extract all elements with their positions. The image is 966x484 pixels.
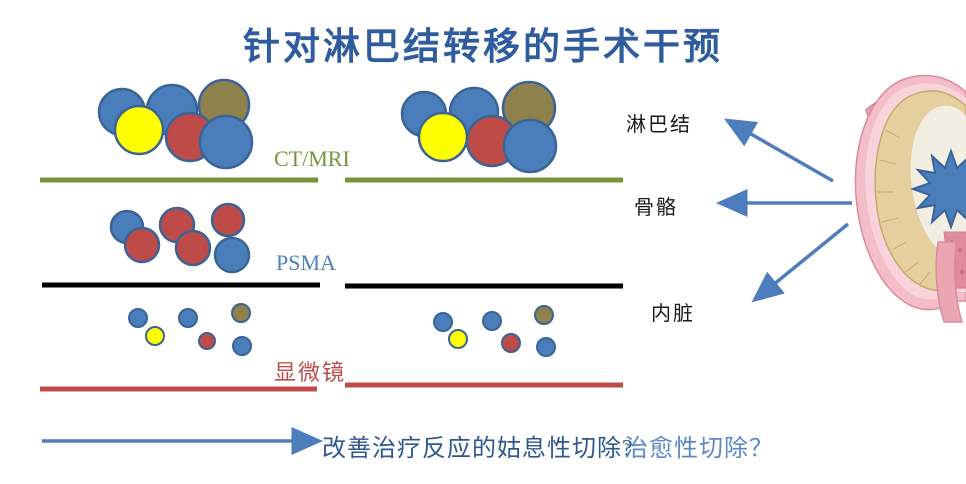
metastasis-node-blue — [502, 118, 558, 174]
microscope-label: 显微镜 — [274, 360, 347, 385]
prostate-illustration — [854, 74, 966, 323]
psma-label: PSMA — [276, 250, 336, 275]
metastasis-node-red — [210, 202, 246, 238]
arrow-to-lymph-node — [723, 118, 834, 183]
cluster-lymph-right — [400, 80, 558, 174]
metastasis-node-yellow — [145, 326, 165, 346]
metastasis-node-blue — [433, 312, 453, 332]
metastasis-node-yellow — [113, 104, 165, 156]
metastasis-node-red — [501, 333, 521, 353]
cluster-lymph-left — [97, 78, 254, 170]
site-label-lymph-node: 淋巴结 — [626, 114, 692, 136]
metastasis-node-blue — [128, 308, 148, 328]
urethra-duct — [935, 241, 964, 323]
palliative-resection-question: 改善治疗反应的姑息性切除? — [322, 436, 634, 462]
metastasis-node-yellow — [417, 111, 469, 163]
metastasis-node-blue — [198, 114, 254, 170]
metastasis-node-blue — [482, 311, 502, 331]
metastasis-node-yellow — [448, 329, 468, 349]
tumor-starburst — [909, 147, 966, 231]
arrows-layer — [42, 118, 852, 455]
gland-texture-lines — [878, 129, 931, 285]
metastasis-node-olive — [534, 305, 554, 325]
arrow-to-viscera — [751, 222, 850, 303]
metastasis-node-blue — [178, 308, 198, 328]
metastasis-node-blue — [536, 337, 556, 357]
site-label-bone: 骨骼 — [634, 197, 678, 219]
metastasis-node-red — [198, 332, 216, 350]
threshold-lines-layer — [40, 177, 623, 392]
metastasis-node-blue — [213, 236, 251, 274]
site-label-viscera: 内脏 — [651, 303, 695, 325]
curative-resection-question: 治愈性切除？ — [624, 436, 774, 462]
metastasis-node-blue — [232, 336, 252, 356]
metastasis-node-red — [174, 229, 212, 267]
ct-mri-label: CT/MRI — [274, 146, 350, 171]
cluster-viscera-left — [128, 303, 252, 356]
cluster-viscera-right — [433, 305, 556, 357]
metastasis-clusters-layer — [97, 78, 558, 357]
metastasis-node-olive — [231, 303, 251, 323]
cluster-bone-left — [109, 202, 251, 274]
slide-title: 针对淋巴结转移的手术干预 — [243, 27, 723, 68]
metastasis-node-red — [123, 226, 161, 264]
